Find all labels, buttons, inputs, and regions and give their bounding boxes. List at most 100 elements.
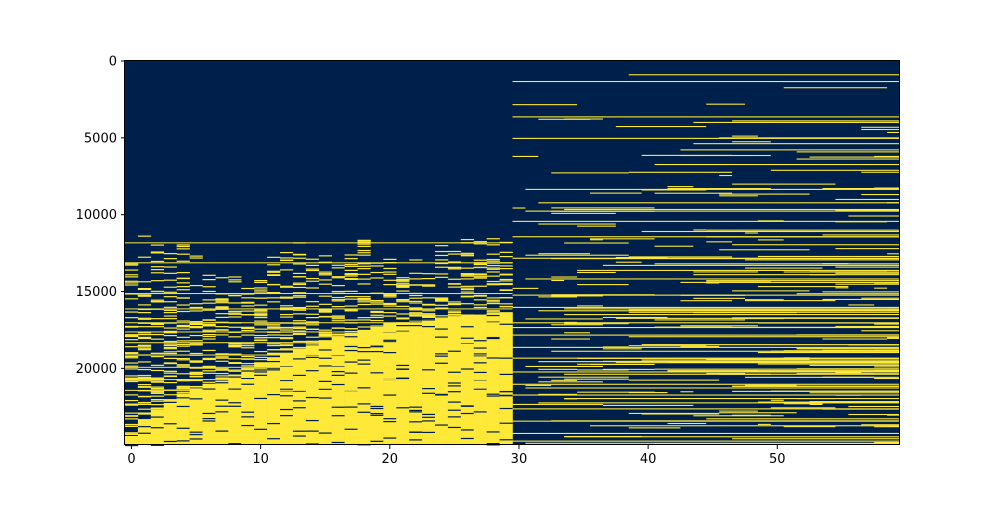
heatmap-cell xyxy=(137,332,152,334)
heatmap-cell xyxy=(460,429,475,431)
heatmap-cell xyxy=(163,352,177,355)
heatmap-cell xyxy=(422,316,436,319)
heatmap-cell xyxy=(835,266,900,268)
heatmap-cell xyxy=(628,412,720,414)
heatmap-cell xyxy=(460,273,475,275)
heatmap-cell xyxy=(357,273,371,275)
heatmap-cell xyxy=(861,171,900,173)
heatmap-cell xyxy=(137,386,152,388)
heatmap-cell xyxy=(202,365,216,367)
heatmap-cell xyxy=(163,272,177,274)
heatmap-cell xyxy=(176,427,190,429)
heatmap-cell xyxy=(254,289,268,291)
heatmap-cell xyxy=(292,435,307,437)
heatmap-cell xyxy=(745,299,784,301)
heatmap-cell xyxy=(176,343,190,346)
heatmap-cell xyxy=(473,306,487,309)
heatmap-cell xyxy=(719,193,810,195)
heatmap-cell xyxy=(499,251,513,253)
heatmap-cell xyxy=(254,359,268,361)
heatmap-cell xyxy=(435,245,449,247)
heatmap-cell xyxy=(292,296,307,298)
heatmap-cell xyxy=(280,257,294,259)
heatmap-cell xyxy=(512,403,603,405)
heatmap-cell xyxy=(564,435,642,438)
heatmap-cell xyxy=(318,308,332,311)
heatmap-cell xyxy=(189,344,203,346)
heatmap-cell xyxy=(331,366,345,368)
heatmap-cell xyxy=(318,340,332,445)
heatmap-cell xyxy=(305,301,320,303)
heatmap-cell xyxy=(770,399,784,401)
heatmap-cell xyxy=(745,259,900,261)
heatmap-row-line xyxy=(125,308,513,310)
heatmap-cell xyxy=(267,357,281,359)
heatmap-cell xyxy=(512,287,539,289)
heatmap-cell xyxy=(486,301,500,303)
heatmap-cell xyxy=(292,272,307,275)
y-tick-label: 5000 xyxy=(84,131,117,146)
heatmap-cell xyxy=(732,318,784,320)
heatmap-cell xyxy=(409,421,423,423)
heatmap-cell xyxy=(370,319,384,322)
heatmap-cell xyxy=(525,318,603,320)
heatmap-cell xyxy=(137,288,152,290)
heatmap-cell xyxy=(305,313,320,315)
heatmap-cell xyxy=(189,327,203,329)
heatmap-cell xyxy=(577,305,603,307)
heatmap-cell xyxy=(176,244,190,246)
heatmap-cell xyxy=(318,274,332,276)
heatmap-cell xyxy=(473,266,487,268)
heatmap-cell xyxy=(564,321,578,323)
heatmap-cell xyxy=(486,393,500,395)
heatmap-cell xyxy=(189,373,203,375)
heatmap-cell xyxy=(499,312,513,314)
heatmap-cell xyxy=(383,303,397,305)
heatmap-cell xyxy=(305,321,320,323)
heatmap-cell xyxy=(486,268,500,270)
heatmap-cell xyxy=(292,340,307,343)
heatmap-cell xyxy=(706,280,900,282)
heatmap-cell xyxy=(305,258,320,260)
heatmap-cell xyxy=(254,371,268,373)
heatmap-cell xyxy=(125,264,139,266)
heatmap-cell xyxy=(370,314,384,316)
heatmap-cell xyxy=(783,403,823,405)
heatmap-cell xyxy=(512,104,578,106)
heatmap-cell xyxy=(215,307,229,309)
heatmap-cell xyxy=(577,369,629,371)
heatmap-cell xyxy=(809,364,900,366)
heatmap-row-line xyxy=(125,379,513,381)
heatmap-cell xyxy=(267,256,281,258)
heatmap-cell xyxy=(163,344,177,346)
heatmap-cell xyxy=(783,87,888,89)
heatmap-cell xyxy=(447,253,462,255)
heatmap-cell xyxy=(641,189,707,191)
heatmap-cell xyxy=(305,324,320,326)
heatmap-cell xyxy=(344,275,358,277)
heatmap-cell xyxy=(292,327,307,330)
heatmap-cell xyxy=(460,267,475,269)
heatmap-cell xyxy=(318,273,332,275)
heatmap-cell xyxy=(796,151,900,153)
heatmap-cell xyxy=(396,299,410,301)
heatmap-cell xyxy=(189,322,203,325)
heatmap-cell xyxy=(202,357,216,359)
heatmap-cell xyxy=(267,422,281,425)
heatmap-cell xyxy=(331,285,345,287)
heatmap-cell xyxy=(202,412,216,415)
heatmap-cell xyxy=(447,385,462,387)
heatmap-cell xyxy=(538,393,578,395)
heatmap-cell xyxy=(150,326,165,328)
heatmap-cell xyxy=(125,368,139,370)
heatmap-cell xyxy=(486,313,500,445)
heatmap-cell xyxy=(590,239,603,241)
heatmap-cell xyxy=(486,431,500,433)
heatmap-cell xyxy=(241,305,255,307)
heatmap-cell xyxy=(125,375,139,377)
heatmap-cell xyxy=(215,302,229,304)
heatmap-cell xyxy=(383,339,397,341)
heatmap-cell xyxy=(137,380,152,382)
heatmap-cell xyxy=(357,346,371,349)
heatmap-cell xyxy=(383,271,397,273)
